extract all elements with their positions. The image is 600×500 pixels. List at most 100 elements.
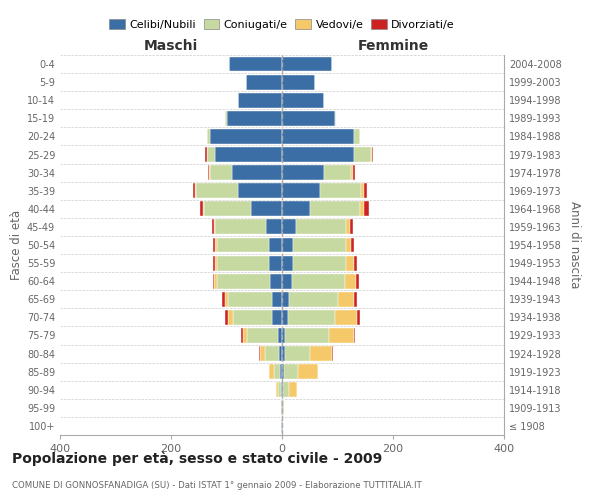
Bar <box>260 346 265 361</box>
Bar <box>360 202 364 216</box>
Bar <box>293 256 346 270</box>
Bar <box>214 220 215 234</box>
Bar <box>212 238 215 252</box>
Bar <box>193 184 195 198</box>
Bar <box>282 292 289 306</box>
Bar <box>233 310 272 325</box>
Legend: Celibi/Nubili, Coniugati/e, Vedovi/e, Divorziati/e: Celibi/Nubili, Coniugati/e, Vedovi/e, Di… <box>105 14 459 34</box>
Bar <box>285 346 310 361</box>
Bar <box>282 346 285 361</box>
Bar <box>310 202 360 216</box>
Bar <box>272 292 282 306</box>
Bar <box>282 256 293 270</box>
Bar <box>293 238 346 252</box>
Y-axis label: Anni di nascita: Anni di nascita <box>568 202 581 288</box>
Bar <box>335 111 336 126</box>
Bar <box>215 256 217 270</box>
Bar <box>352 165 353 180</box>
Bar <box>357 310 360 325</box>
Bar <box>269 256 282 270</box>
Bar <box>225 310 227 325</box>
Bar <box>346 256 354 270</box>
Bar <box>227 292 272 306</box>
Bar <box>212 220 214 234</box>
Bar <box>279 346 282 361</box>
Bar <box>203 202 204 216</box>
Bar <box>372 147 373 162</box>
Bar <box>217 274 270 288</box>
Bar <box>215 220 266 234</box>
Bar <box>287 310 335 325</box>
Bar <box>278 382 281 397</box>
Bar <box>281 382 282 397</box>
Bar <box>356 274 359 288</box>
Bar <box>247 328 278 343</box>
Bar <box>282 382 283 397</box>
Bar <box>292 274 345 288</box>
Text: Femmine: Femmine <box>358 39 428 53</box>
Bar <box>195 184 196 198</box>
Bar <box>222 292 225 306</box>
Bar <box>329 328 354 343</box>
Text: Popolazione per età, sesso e stato civile - 2009: Popolazione per età, sesso e stato civil… <box>12 451 382 466</box>
Bar <box>212 274 214 288</box>
Bar <box>371 147 372 162</box>
Bar <box>335 310 357 325</box>
Bar <box>354 328 355 343</box>
Bar <box>205 147 206 162</box>
Bar <box>337 292 354 306</box>
Bar <box>204 202 251 216</box>
Bar <box>241 328 242 343</box>
Bar <box>282 220 296 234</box>
Bar <box>350 220 353 234</box>
Bar <box>259 346 260 361</box>
Bar <box>289 292 337 306</box>
Bar <box>364 202 368 216</box>
Bar <box>282 328 285 343</box>
Bar <box>280 364 282 379</box>
Bar <box>353 165 355 180</box>
Bar <box>354 292 357 306</box>
Bar <box>226 111 227 126</box>
Bar <box>265 346 279 361</box>
Bar <box>210 165 232 180</box>
Bar <box>232 165 282 180</box>
Bar <box>217 256 269 270</box>
Bar <box>282 238 293 252</box>
Bar <box>282 111 335 126</box>
Bar <box>283 382 289 397</box>
Bar <box>282 56 332 72</box>
Bar <box>210 129 282 144</box>
Y-axis label: Fasce di età: Fasce di età <box>10 210 23 280</box>
Bar <box>227 310 233 325</box>
Bar <box>345 274 356 288</box>
Bar <box>196 184 238 198</box>
Bar <box>282 274 292 288</box>
Bar <box>282 74 316 90</box>
Bar <box>282 310 287 325</box>
Bar <box>282 147 354 162</box>
Bar <box>214 274 217 288</box>
Bar <box>282 165 323 180</box>
Bar <box>278 328 282 343</box>
Bar <box>266 220 282 234</box>
Bar <box>208 165 209 180</box>
Bar <box>242 328 247 343</box>
Bar <box>296 220 346 234</box>
Bar <box>246 74 282 90</box>
Bar <box>282 202 310 216</box>
Bar <box>346 238 352 252</box>
Bar <box>215 238 217 252</box>
Bar <box>272 310 282 325</box>
Bar <box>310 346 332 361</box>
Bar <box>212 256 215 270</box>
Bar <box>229 56 282 72</box>
Bar <box>282 129 354 144</box>
Text: COMUNE DI GONNOSFANADIGA (SU) - Dati ISTAT 1° gennaio 2009 - Elaborazione TUTTIT: COMUNE DI GONNOSFANADIGA (SU) - Dati IST… <box>12 480 422 490</box>
Bar <box>207 147 215 162</box>
Bar <box>283 400 284 415</box>
Bar <box>200 202 203 216</box>
Bar <box>354 129 360 144</box>
Bar <box>284 364 298 379</box>
Bar <box>320 184 361 198</box>
